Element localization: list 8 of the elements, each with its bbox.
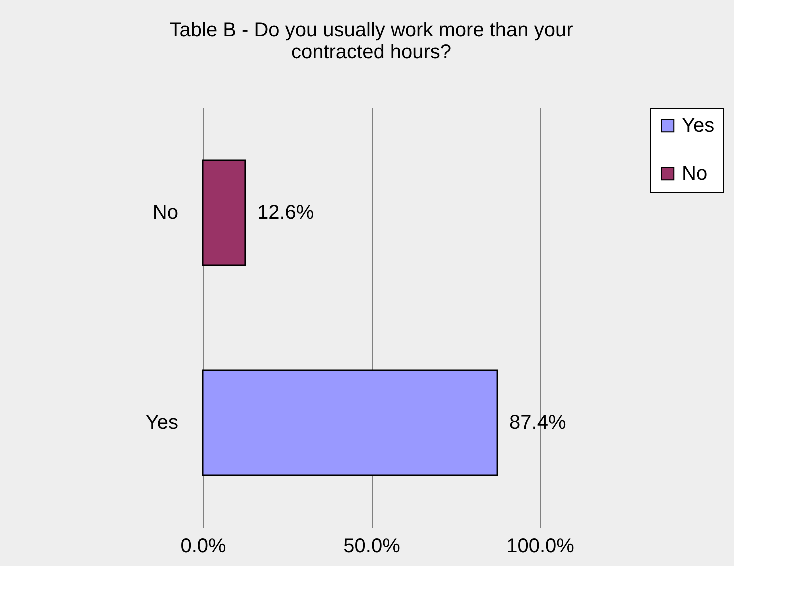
x-tick-label: 100.0%: [506, 536, 575, 558]
data-label: 87.4%: [510, 412, 566, 434]
legend-label: No: [682, 163, 708, 185]
legend-label: Yes: [682, 115, 715, 137]
data-label: 12.6%: [257, 202, 314, 224]
chart-title: Table B - Do you usually work more than your contracted hours?: [170, 20, 574, 64]
x-tick-label: 50.0%: [344, 536, 401, 558]
x-tick-label: 0.0%: [180, 536, 227, 558]
